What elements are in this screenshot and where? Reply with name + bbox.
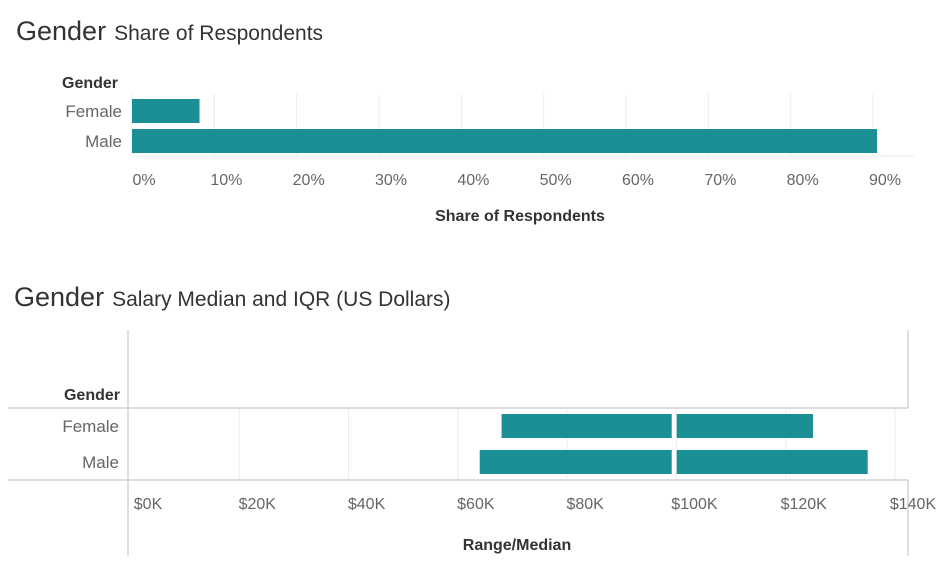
chart2-title-block: Gender Salary Median and IQR (US Dollars): [14, 282, 451, 313]
chart1-row-header: Gender: [62, 75, 118, 92]
chart1-x-tick-label: 40%: [457, 172, 489, 189]
chart1-category-label: Female: [65, 102, 122, 121]
chart1-x-tick-label: 20%: [293, 172, 325, 189]
chart2-x-tick-label: $20K: [239, 496, 277, 513]
chart2-iqr-lower-female: [501, 414, 672, 438]
chart1-subtitle: Share of Respondents: [114, 22, 324, 45]
chart1-x-tick-label: 70%: [704, 172, 736, 189]
chart2-x-tick-label: $80K: [566, 496, 604, 513]
chart2-x-tick-label: $0K: [134, 496, 163, 513]
chart2-x-tick-label: $140K: [890, 496, 937, 513]
chart2-subtitle: Salary Median and IQR (US Dollars): [112, 288, 451, 311]
chart2-x-axis-title: Range/Median: [463, 537, 571, 554]
chart2-iqr-upper-female: [676, 414, 814, 438]
chart1-bar-male: [132, 129, 878, 153]
share-of-respondents-chart: 0% 10% 20% 30% 40% 50% 60% 70% 80% 90% Gender Fem…: [62, 75, 915, 225]
chart1-bar-female: [132, 99, 200, 123]
chart1-x-axis-title: Share of Respondents: [435, 208, 605, 225]
chart1-category-label: Male: [85, 132, 122, 151]
chart2-iqr-upper-male: [676, 450, 868, 474]
chart2-category-label: Female: [62, 417, 119, 436]
chart1-x-tick-label: 90%: [869, 172, 901, 189]
chart2-iqr-lower-male: [479, 450, 672, 474]
chart1-x-tick-label: 80%: [787, 172, 819, 189]
chart2-x-tick-label: $40K: [348, 496, 386, 513]
chart1-x-tick-label: 30%: [375, 172, 407, 189]
chart2-x-tick-label: $100K: [671, 496, 718, 513]
salary-range-median-chart: $0K $20K $40K $60K $80K $100K $120K $140K Gende…: [8, 330, 937, 556]
chart2-title: Gender: [14, 282, 105, 312]
chart1-title: Gender: [16, 16, 107, 46]
chart2-x-tick-label: $120K: [781, 496, 828, 513]
chart1-x-tick-label: 50%: [540, 172, 572, 189]
chart1-x-tick-label: 60%: [622, 172, 654, 189]
chart1-title-block: Gender Share of Respondents: [16, 16, 323, 47]
chart2-category-label: Male: [82, 453, 119, 472]
chart2-row-header: Gender: [64, 387, 120, 404]
chart1-x-tick-label: 0%: [132, 172, 155, 189]
chart1-x-tick-label: 10%: [210, 172, 242, 189]
chart2-x-tick-label: $60K: [457, 496, 495, 513]
